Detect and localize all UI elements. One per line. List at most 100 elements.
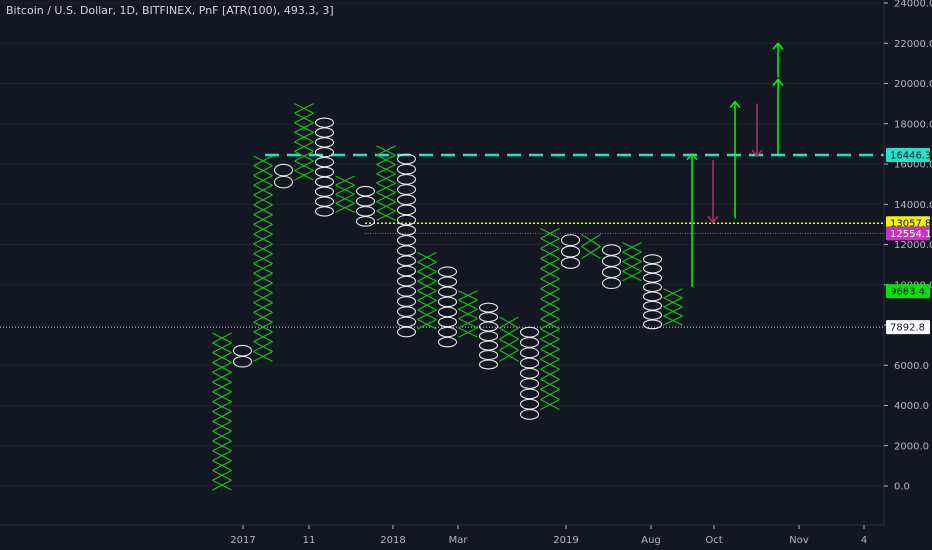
o-box [357, 217, 375, 226]
green-arrow [687, 154, 697, 287]
x-box [254, 176, 273, 186]
x-box [213, 362, 232, 372]
x-box [541, 279, 560, 289]
x-tick-label: 2018 [380, 535, 405, 546]
x-column [336, 176, 355, 212]
x-box [213, 333, 232, 343]
o-box [357, 186, 375, 195]
x-box [213, 461, 232, 471]
x-box [418, 272, 437, 282]
o-box [439, 327, 457, 336]
x-box [213, 421, 232, 431]
o-column [562, 235, 580, 269]
y-tick-label: 20000.0 [894, 79, 932, 90]
o-box [316, 197, 334, 206]
x-box [295, 132, 314, 142]
o-box [644, 311, 662, 320]
o-box [521, 410, 539, 420]
x-box [500, 317, 519, 328]
o-column [234, 345, 252, 367]
x-box [254, 205, 273, 215]
x-column [459, 291, 478, 337]
o-column [439, 267, 457, 347]
o-box [644, 301, 662, 310]
x-box [336, 194, 355, 203]
o-box [480, 313, 498, 322]
x-box [500, 339, 519, 350]
price-tag-label: 7892.8 [890, 323, 925, 334]
green-arrow [773, 79, 783, 153]
o-box [234, 345, 252, 355]
o-box [603, 278, 621, 288]
y-axis: 0.02000.04000.06000.08000.010000.012000.… [884, 0, 932, 493]
grid [0, 3, 884, 486]
price-tag: 7892.8 [886, 320, 930, 334]
o-box [275, 164, 293, 175]
o-box [357, 207, 375, 216]
x-box [418, 300, 437, 310]
x-box [254, 254, 273, 264]
o-box [398, 164, 416, 174]
x-box [541, 269, 560, 279]
x-box [541, 369, 560, 379]
o-column [275, 164, 293, 188]
y-tick-label: 22000.0 [894, 39, 932, 50]
x-box [254, 234, 273, 244]
x-box [295, 104, 314, 114]
x-box [418, 281, 437, 291]
o-box [644, 255, 662, 264]
o-column [357, 186, 375, 226]
o-box [398, 287, 416, 297]
x-tick-label: 4 [861, 535, 867, 546]
x-column [295, 104, 314, 180]
o-box [603, 267, 621, 277]
o-box [562, 235, 580, 246]
x-box [541, 349, 560, 359]
x-box [459, 328, 478, 337]
x-box [254, 322, 273, 332]
price-tag-label: 12554.1 [890, 229, 931, 240]
x-box [254, 195, 273, 205]
purple-arrow [752, 104, 762, 156]
x-box [213, 353, 232, 363]
x-box [541, 259, 560, 269]
x-tick-label: Nov [789, 535, 809, 546]
x-box [500, 350, 519, 361]
o-box [316, 167, 334, 176]
green-arrow [773, 43, 783, 77]
x-box [254, 342, 273, 352]
price-tag-label: 9683.4 [890, 287, 925, 298]
x-box [213, 480, 232, 490]
x-column [254, 156, 273, 361]
price-tag: 9683.4 [886, 284, 930, 298]
x-box [500, 328, 519, 339]
y-tick-label: 4000.0 [894, 401, 929, 412]
o-box [480, 341, 498, 350]
o-box [398, 266, 416, 276]
x-box [664, 307, 683, 316]
x-column [377, 146, 396, 220]
o-box [316, 187, 334, 196]
o-box [480, 322, 498, 331]
x-tick-label: Mar [449, 535, 469, 546]
x-box [213, 382, 232, 392]
x-box [254, 312, 273, 322]
price-tag: 12554.1 [886, 226, 931, 240]
o-box [480, 360, 498, 369]
level-lines [0, 155, 884, 327]
x-box [541, 339, 560, 349]
o-box [521, 358, 539, 368]
x-box [541, 289, 560, 299]
o-box [398, 195, 416, 205]
o-box [398, 327, 416, 337]
o-box [521, 379, 539, 389]
x-tick-label: 2019 [553, 535, 578, 546]
x-box [254, 166, 273, 176]
projection-arrows [687, 43, 783, 287]
o-box [316, 177, 334, 186]
x-box [418, 310, 437, 320]
x-box [213, 470, 232, 480]
x-box [254, 332, 273, 342]
x-box [213, 431, 232, 441]
